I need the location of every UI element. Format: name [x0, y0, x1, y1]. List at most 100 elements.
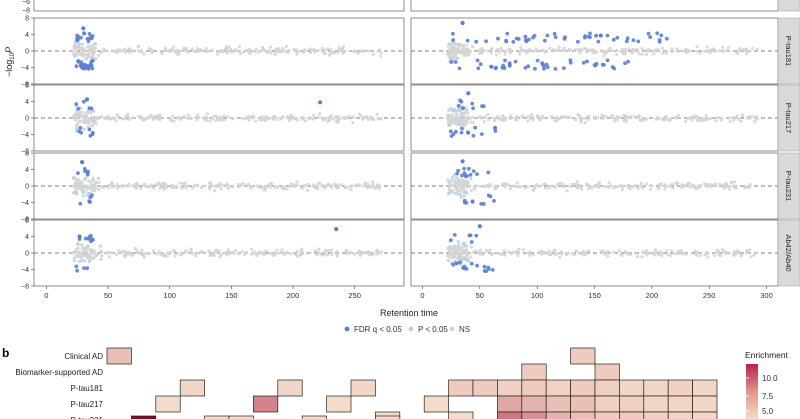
scatter-point	[115, 182, 119, 186]
scatter-point	[371, 52, 375, 57]
x-tick-label: 100	[531, 291, 544, 300]
scatter-point	[206, 49, 210, 53]
scatter-point-notable	[80, 160, 85, 165]
scatter-point	[96, 176, 100, 180]
scatter-point	[97, 180, 101, 185]
y-tick-label: −8	[21, 82, 29, 89]
scatter-point	[93, 47, 97, 51]
scatter-point	[333, 182, 337, 186]
scatter-point	[579, 48, 584, 52]
scatter-point	[448, 181, 452, 185]
scatter-point	[703, 117, 708, 121]
scatter-point-significant	[457, 260, 462, 265]
scatter-point	[502, 182, 506, 186]
scatter-point	[226, 186, 230, 190]
scatter-point	[315, 253, 319, 257]
scatter-point	[583, 116, 587, 120]
scatter-point	[316, 181, 320, 185]
y-tick-label: −8	[22, 8, 30, 15]
facet-panel-P-tau181-2	[410, 17, 779, 85]
scatter-point	[82, 127, 86, 131]
scatter-point-significant	[493, 129, 498, 133]
scatter-point	[159, 185, 163, 190]
scatter-point-significant	[456, 103, 461, 108]
scatter-point	[261, 45, 265, 50]
scatter-point	[735, 51, 739, 56]
scatter-point	[581, 253, 585, 257]
scatter-point	[363, 181, 367, 185]
scatter-point	[209, 181, 213, 185]
scatter-point	[295, 183, 299, 188]
scatter-point	[300, 116, 304, 120]
scatter-point	[225, 51, 229, 55]
scatter-point	[124, 117, 128, 121]
enrichment-legend-title: Enrichment	[745, 350, 789, 360]
scatter-point	[727, 116, 732, 120]
scatter-point	[371, 180, 375, 184]
scatter-point	[141, 253, 145, 257]
scatter-point-significant	[516, 37, 521, 41]
scatter-point-significant	[664, 36, 669, 41]
scatter-point	[755, 47, 759, 52]
scatter-point	[242, 182, 246, 186]
scatter-point	[561, 182, 566, 187]
scatter-point	[91, 176, 95, 180]
scatter-point	[450, 179, 454, 183]
scatter-point	[275, 248, 279, 252]
scatter-point	[316, 115, 320, 119]
scatter-point	[747, 49, 751, 53]
scatter-point	[161, 184, 166, 188]
scatter-point-significant	[526, 64, 531, 69]
scatter-point	[520, 49, 524, 53]
scatter-point	[210, 250, 214, 254]
scatter-point	[344, 249, 349, 253]
x-tick-label: 50	[476, 291, 484, 300]
heatmap-row-label: P-tau231	[71, 416, 104, 419]
y-tick-label: −8	[21, 149, 29, 156]
scatter-point-significant	[503, 58, 507, 63]
scatter-point-significant	[600, 62, 605, 67]
scatter-point	[664, 51, 668, 55]
facet-strip-label: Ab42/Ab40	[784, 234, 793, 271]
scatter-point	[639, 181, 643, 185]
scatter-point	[556, 182, 560, 186]
scatter-point	[240, 249, 244, 254]
scatter-point	[155, 252, 159, 256]
scatter-point	[449, 106, 453, 110]
scatter-point	[482, 49, 486, 53]
scatter-point	[680, 49, 684, 53]
scatter-point	[620, 49, 624, 54]
scatter-point	[280, 185, 284, 189]
scatter-point-significant	[493, 126, 497, 130]
scatter-point	[527, 49, 531, 53]
scatter-point-significant	[465, 38, 470, 43]
scatter-point	[87, 52, 91, 56]
scatter-point-significant	[90, 131, 95, 135]
scatter-point	[342, 116, 346, 120]
scatter-point	[219, 115, 223, 119]
scatter-point	[604, 185, 608, 189]
scatter-point	[730, 181, 734, 185]
scatter-point	[467, 259, 471, 263]
scatter-point	[327, 248, 331, 253]
scatter-point	[320, 116, 324, 120]
scatter-point	[142, 52, 146, 56]
scatter-point	[448, 256, 452, 260]
scatter-point	[254, 47, 258, 51]
scatter-point	[473, 249, 478, 253]
scatter-point	[509, 114, 513, 118]
scatter-point	[257, 185, 261, 189]
facet-panel-P-tau181-1: −8 −4 0 4 8	[21, 16, 405, 89]
scatter-point	[74, 115, 78, 119]
scatter-point	[534, 49, 538, 53]
scatter-point	[86, 49, 90, 53]
scatter-point	[558, 255, 562, 259]
scatter-point	[293, 116, 297, 121]
scatter-point	[585, 49, 589, 53]
scatter-point	[706, 255, 710, 259]
scatter-point-significant	[646, 31, 651, 36]
scatter-point-significant	[482, 269, 487, 273]
scatter-point	[586, 249, 591, 253]
scatter-point	[716, 115, 720, 119]
scatter-point	[121, 117, 125, 121]
